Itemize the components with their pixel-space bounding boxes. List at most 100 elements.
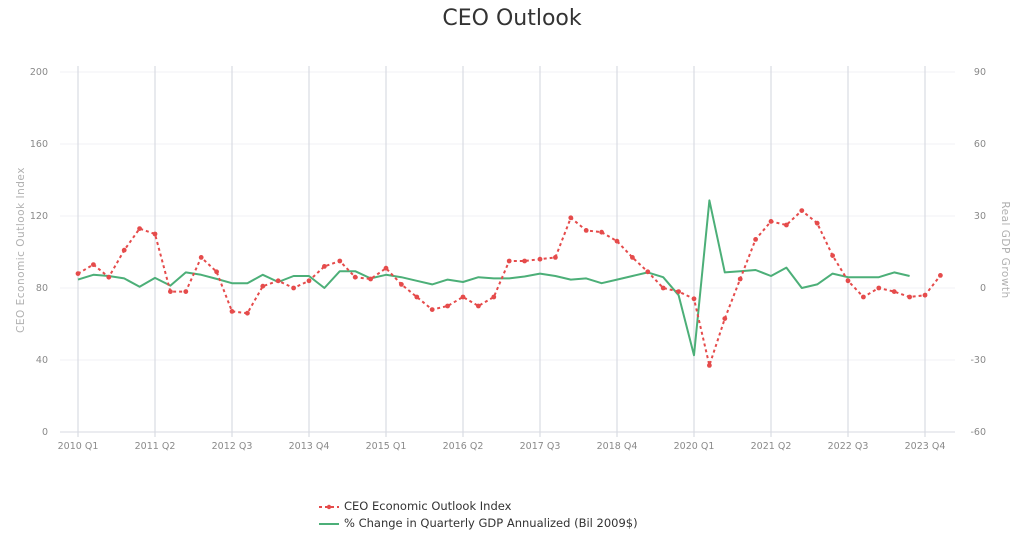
ceo-point xyxy=(876,285,882,291)
x-tick-label: 2017 Q3 xyxy=(520,441,561,452)
x-axis-ticks: 2010 Q1 2011 Q2 2012 Q3 2013 Q4 2015 Q1 2016 … xyxy=(58,441,946,452)
ceo-point xyxy=(753,237,758,242)
ceo-point xyxy=(106,274,112,280)
ceo-point xyxy=(322,264,327,269)
y-right-tick-label: 0 xyxy=(980,283,986,294)
ceo-point xyxy=(198,255,204,260)
ceo-point xyxy=(553,255,558,260)
y-left-tick-label: 0 xyxy=(42,427,48,438)
ceo-point xyxy=(645,269,651,275)
ceo-point xyxy=(429,307,435,312)
ceo-point xyxy=(137,226,143,232)
ceo-point xyxy=(245,310,250,316)
ceo-point xyxy=(183,289,189,294)
ceo-point xyxy=(460,294,466,300)
ceo-point xyxy=(537,256,543,262)
y-right-tick-label: -60 xyxy=(970,427,986,438)
ceo-point xyxy=(676,289,681,294)
x-tick-label: 2013 Q4 xyxy=(289,441,330,452)
ceo-point xyxy=(722,316,728,321)
gdp-series xyxy=(77,199,910,357)
y-right-tick-label: 60 xyxy=(974,139,986,150)
grid-lines xyxy=(60,66,955,437)
ceo-point xyxy=(476,303,481,309)
ceo-point xyxy=(814,220,820,226)
ceo-point xyxy=(168,289,173,294)
ceo-point xyxy=(691,296,697,302)
y-right-tick-label: 30 xyxy=(974,211,986,222)
x-tick-label: 2022 Q3 xyxy=(828,441,869,452)
ceo-point xyxy=(214,269,220,275)
ceo-point xyxy=(229,309,235,314)
ceo-point xyxy=(506,258,512,264)
ceo-point xyxy=(799,208,805,214)
ceo-point xyxy=(399,282,404,287)
ceo-point xyxy=(368,276,373,282)
legend-item-ceo[interactable]: CEO Economic Outlook Index xyxy=(318,497,638,514)
legend-label-ceo: CEO Economic Outlook Index xyxy=(344,498,512,513)
ceo-point xyxy=(260,283,266,289)
x-tick-label: 2021 Q2 xyxy=(751,441,792,452)
legend-label-gdp: % Change in Quarterly GDP Annualized (Bi… xyxy=(344,515,638,530)
ceo-point xyxy=(768,219,774,224)
ceo-point xyxy=(337,258,343,264)
x-tick-label: 2016 Q2 xyxy=(443,441,484,452)
ceo-series xyxy=(75,208,943,370)
y-right-tick-label: 90 xyxy=(974,67,986,78)
ceo-point xyxy=(630,255,635,260)
left-axis-title: CEO Economic Outlook Index xyxy=(15,167,27,333)
y-left-tick-label: 40 xyxy=(36,355,48,366)
ceo-point xyxy=(414,294,420,300)
ceo-point xyxy=(75,271,81,276)
ceo-point xyxy=(830,253,835,258)
ceo-point xyxy=(938,273,943,278)
x-tick-label: 2011 Q2 xyxy=(135,441,176,452)
ceo-point xyxy=(614,238,620,244)
ceo-point xyxy=(352,274,358,280)
ceo-point xyxy=(306,278,312,284)
gdp-series-swatch xyxy=(318,518,340,528)
x-tick-label: 2010 Q1 xyxy=(58,441,99,452)
x-tick-label: 2015 Q1 xyxy=(366,441,407,452)
legend: CEO Economic Outlook Index % Change in Q… xyxy=(318,497,638,531)
ceo-point xyxy=(845,278,851,284)
gdp-line xyxy=(77,199,910,357)
ceo-point xyxy=(707,363,712,368)
right-axis-ticks: -60 -30 0 30 60 90 xyxy=(970,67,986,438)
x-tick-label: 2023 Q4 xyxy=(905,441,946,452)
ceo-point xyxy=(522,258,527,264)
ceo-point xyxy=(121,247,127,253)
ceo-point xyxy=(383,265,389,271)
ceo-point xyxy=(922,292,928,298)
ceo-point xyxy=(583,228,589,233)
ceo-point xyxy=(599,229,604,235)
y-left-tick-label: 120 xyxy=(30,211,48,222)
chart-title: CEO Outlook xyxy=(442,6,582,31)
ceo-series-swatch xyxy=(318,501,340,511)
ceo-point xyxy=(491,294,497,300)
ceo-point xyxy=(568,215,574,221)
y-right-tick-label: -30 xyxy=(970,355,986,366)
ceo-point xyxy=(152,231,158,237)
x-tick-label: 2012 Q3 xyxy=(212,441,253,452)
ceo-point xyxy=(891,289,897,294)
ceo-point xyxy=(291,285,296,291)
ceo-point xyxy=(784,222,789,228)
ceo-point xyxy=(275,278,281,284)
ceo-point xyxy=(737,276,743,282)
legend-item-gdp[interactable]: % Change in Quarterly GDP Annualized (Bi… xyxy=(318,514,638,531)
y-left-tick-label: 160 xyxy=(30,139,48,150)
ceo-point xyxy=(861,294,866,300)
ceo-point xyxy=(91,262,96,267)
ceo-point xyxy=(660,285,666,291)
ceo-point xyxy=(907,294,912,300)
x-tick-label: 2018 Q4 xyxy=(597,441,638,452)
y-left-tick-label: 200 xyxy=(30,67,48,78)
left-axis-ticks: 0 40 80 120 160 200 xyxy=(30,67,48,438)
x-tick-label: 2020 Q1 xyxy=(674,441,715,452)
ceo-point xyxy=(445,303,450,309)
y-left-tick-label: 80 xyxy=(36,283,48,294)
right-axis-title: Real GDP Growth xyxy=(999,201,1011,298)
